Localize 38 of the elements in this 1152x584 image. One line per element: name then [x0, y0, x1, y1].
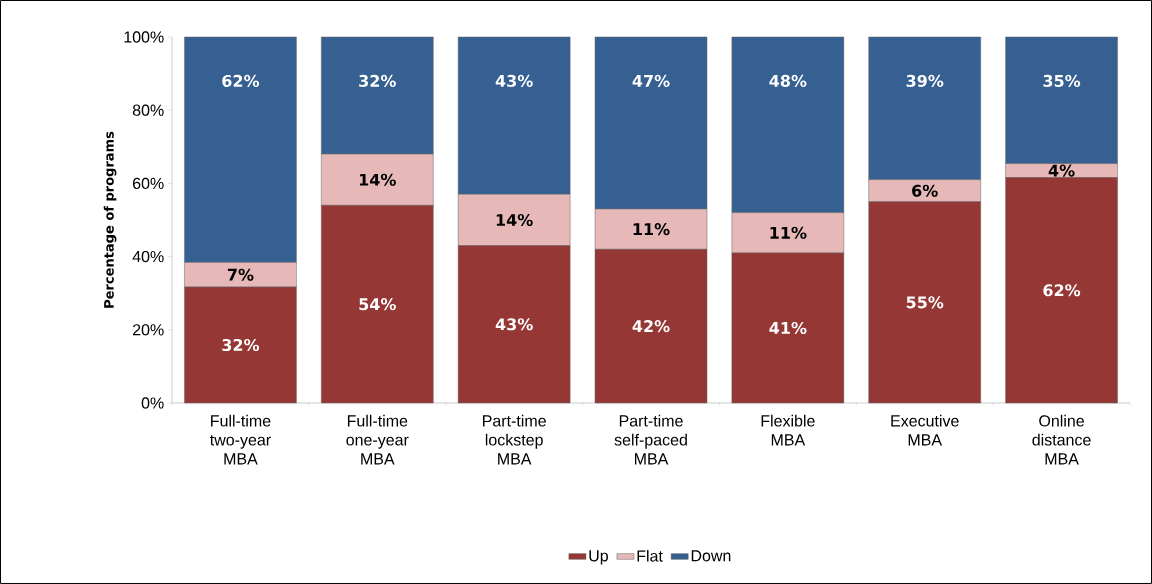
legend-label: Up: [589, 550, 608, 565]
y-tick-label: 60%: [133, 177, 164, 190]
x-tick-label: Executive MBA: [891, 414, 959, 446]
y-tick-label: 20%: [132, 324, 164, 336]
y-axis-title: Percentage of programs: [103, 131, 117, 308]
data-label: 42%: [632, 320, 670, 333]
data-label: 14%: [496, 213, 533, 227]
data-label: 7%: [227, 268, 254, 281]
legend-label: Flat: [637, 549, 663, 562]
data-label: 62%: [222, 74, 260, 87]
data-label: 62%: [1043, 284, 1081, 297]
data-label: 41%: [769, 321, 807, 334]
data-label: 43%: [495, 74, 533, 87]
x-tick-label: Flexible MBA: [761, 414, 815, 446]
data-label: 55%: [906, 296, 944, 309]
legend-label: Down: [691, 550, 731, 562]
data-label: 32%: [359, 74, 396, 87]
y-tick-label: 80%: [132, 104, 164, 116]
data-label: 14%: [359, 173, 396, 186]
data-label: 43%: [495, 318, 533, 331]
y-tick-label: 40%: [132, 250, 164, 263]
x-tick-label: Full-time two-year MBA: [210, 414, 271, 465]
data-label: 6%: [912, 184, 938, 197]
data-label: 11%: [770, 226, 807, 239]
data-label: 11%: [633, 223, 670, 236]
y-tick-label: 0%: [141, 397, 164, 409]
data-label: 47%: [632, 74, 670, 87]
data-label: 35%: [1043, 74, 1081, 87]
data-label: 4%: [1048, 164, 1075, 177]
x-tick-label: Online distance MBA: [1032, 414, 1091, 465]
x-tick-label: Part-time lockstep MBA: [483, 414, 546, 465]
x-tick-label: Full-time one-year MBA: [346, 414, 409, 465]
x-tick-label: Part-time self-paced MBA: [614, 414, 687, 465]
data-label: 48%: [769, 74, 807, 87]
data-label: 39%: [906, 74, 944, 87]
data-label: 32%: [222, 338, 260, 352]
data-label: 54%: [359, 298, 396, 311]
y-tick-label: 100%: [124, 31, 164, 43]
